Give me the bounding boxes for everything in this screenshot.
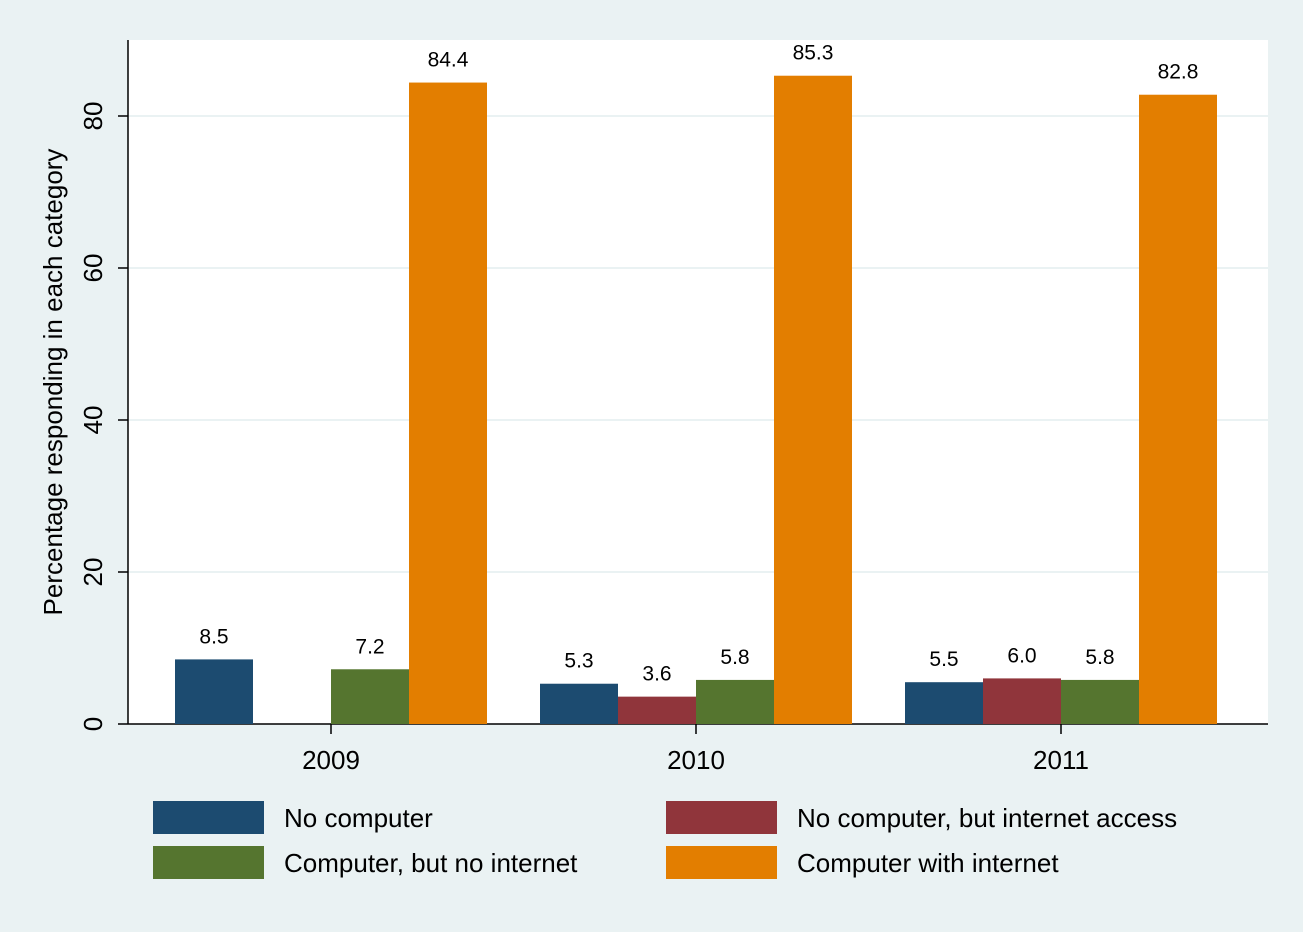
legend-swatch: [153, 801, 264, 834]
data-labels: 8.5 7.2 84.4 5.3 3.6 5.8 85.3 5.5 6.0 5.8 82.8: [199, 42, 1198, 686]
bar: [1061, 679, 1139, 724]
bar: [774, 75, 852, 725]
bar: [983, 678, 1061, 724]
data-label: 82.8: [1158, 61, 1199, 84]
gridlines: [128, 115, 1268, 573]
legend-label: Computer with internet: [797, 848, 1059, 878]
data-label: 85.3: [793, 42, 834, 65]
bar: [175, 659, 253, 724]
bar: [540, 683, 618, 724]
x-tick-label: 2010: [667, 745, 725, 775]
legend-label: No computer, but internet access: [797, 803, 1177, 833]
x-tick-label: 2009: [302, 745, 360, 775]
legend-label: No computer: [284, 803, 433, 833]
data-label: 5.8: [720, 646, 749, 669]
axes: 0 20 40 60 80 2009 2010 2011: [78, 40, 1268, 775]
y-axis-title: Percentage responding in each category: [38, 149, 68, 616]
data-label: 84.4: [428, 49, 469, 72]
bar: [1139, 94, 1217, 725]
x-tick-label: 2011: [1033, 745, 1089, 775]
legend-swatch: [666, 846, 777, 879]
bars: [175, 75, 1217, 725]
y-tick-label: 40: [78, 406, 108, 435]
bar: [618, 696, 696, 724]
bar: [331, 669, 409, 724]
legend-swatch: [666, 801, 777, 834]
legend-swatch: [153, 846, 264, 879]
legend: No computer No computer, but internet acc…: [153, 801, 1177, 879]
y-tick-label: 60: [78, 254, 108, 283]
legend-label: Computer, but no internet: [284, 848, 578, 878]
data-label: 5.5: [929, 648, 958, 671]
y-tick-label: 20: [78, 558, 108, 587]
data-label: 5.8: [1085, 646, 1114, 669]
data-label: 7.2: [355, 635, 384, 658]
data-label: 3.6: [642, 663, 671, 686]
bar: [696, 679, 774, 724]
plot-area: [128, 40, 1268, 724]
y-tick-label: 80: [78, 102, 108, 131]
data-label: 5.3: [564, 650, 593, 673]
y-tick-label: 0: [78, 717, 108, 731]
data-label: 8.5: [199, 625, 228, 648]
bar: [905, 682, 983, 724]
bar: [409, 82, 487, 724]
data-label: 6.0: [1007, 644, 1036, 667]
